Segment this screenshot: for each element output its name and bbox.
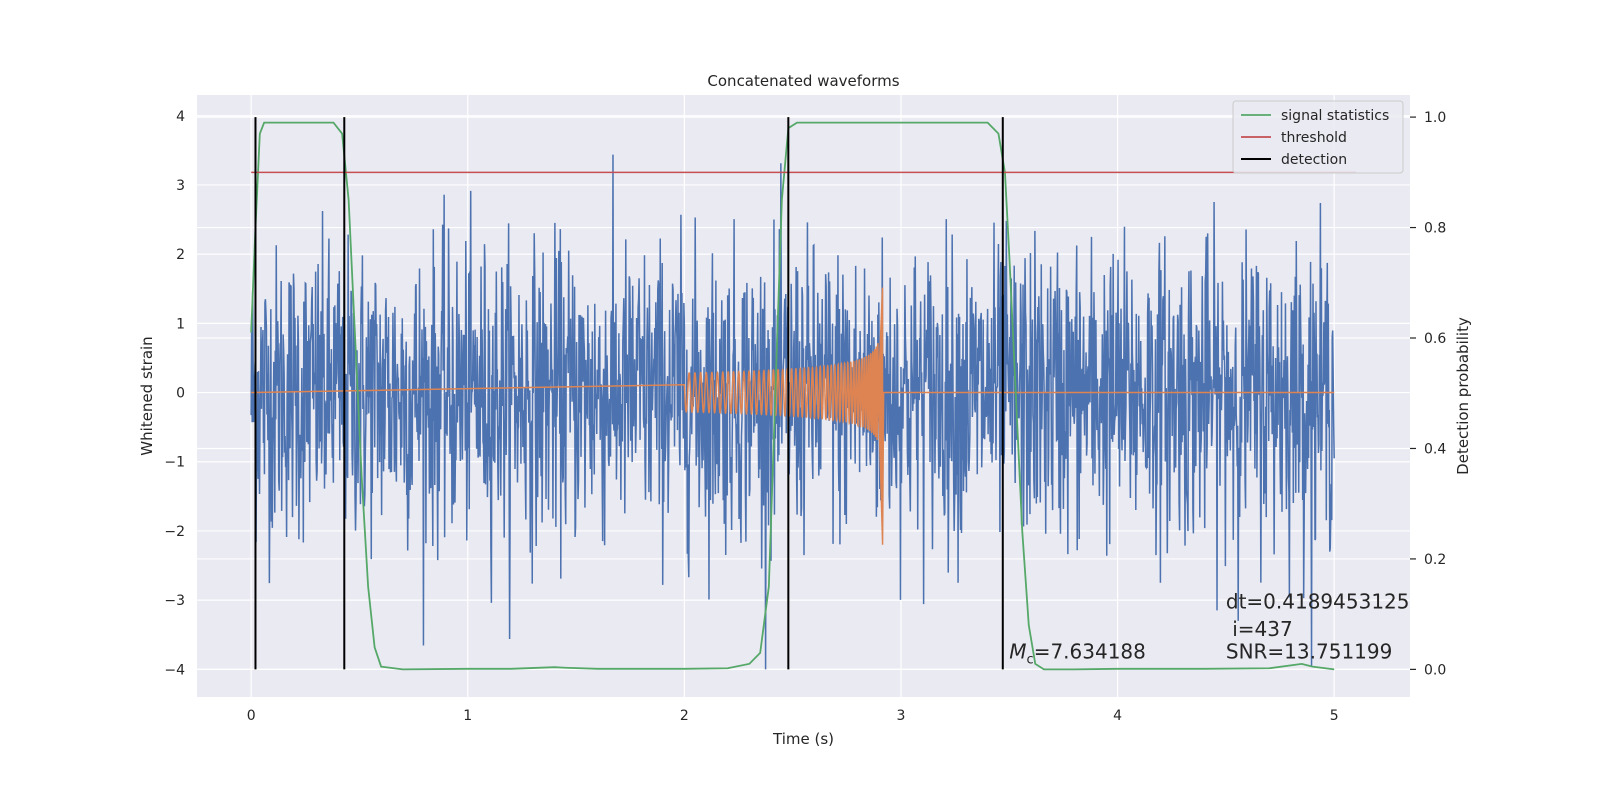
left-axis-label: Whitened strain — [138, 336, 156, 455]
x-tick-label: 5 — [1330, 708, 1339, 724]
chart-title: Concatenated waveforms — [707, 72, 899, 90]
left-tick-label: 3 — [176, 178, 185, 194]
legend: signal statistics threshold detection — [1232, 100, 1404, 174]
annotation-mc-symbol: M — [1009, 639, 1026, 663]
left-tick-label: 0 — [176, 386, 185, 402]
left-tick-label: −4 — [164, 662, 185, 678]
signal-statistics-line — [250, 121, 1335, 671]
annotation-mc-value: =7.634188 — [1034, 639, 1146, 663]
right-axis-label: Detection probability — [1454, 317, 1472, 475]
x-axis-label: Time (s) — [772, 730, 834, 748]
annotation-index: i=437 — [1226, 617, 1293, 641]
x-tick-label: 4 — [1113, 708, 1122, 724]
annotations: Mc=7.634188 dt=0.4189453125 i=437 SNR=13… — [1009, 590, 1409, 668]
x-tick-label: 2 — [680, 708, 689, 724]
annotation-dt: dt=0.4189453125 — [1226, 590, 1410, 614]
right-tick-label: 0.6 — [1424, 331, 1446, 347]
left-tick-label: 1 — [176, 316, 185, 332]
left-tick-label: −3 — [164, 593, 185, 609]
right-tick-label: 0.8 — [1424, 221, 1446, 237]
plot-area — [250, 117, 1356, 671]
legend-label-signal-statistics: signal statistics — [1281, 108, 1389, 124]
chirp-waveform-series — [251, 287, 1335, 545]
x-tick-label: 3 — [897, 708, 906, 724]
left-tick-label: −1 — [164, 455, 185, 471]
left-tick-label: 2 — [176, 247, 185, 263]
legend-box — [1232, 100, 1404, 174]
right-tick-label: 0.0 — [1424, 662, 1446, 678]
left-tick-label: −2 — [164, 524, 185, 540]
x-tick-label: 1 — [463, 708, 472, 724]
annotation-snr: SNR=13.751199 — [1226, 639, 1392, 663]
x-axis-ticks: 0 1 2 3 4 5 — [247, 708, 1339, 724]
x-tick-label: 0 — [247, 708, 256, 724]
left-axis-ticks: −4 −3 −2 −1 0 1 2 3 4 — [164, 109, 185, 679]
right-axis-series — [250, 117, 1356, 671]
annotation-mc-subscript: c — [1027, 652, 1034, 667]
right-axis-ticks: 0.0 0.2 0.4 0.6 0.8 1.0 — [1410, 110, 1446, 678]
legend-label-threshold: threshold — [1281, 130, 1347, 146]
right-tick-label: 0.4 — [1424, 441, 1446, 457]
legend-label-detection: detection — [1281, 152, 1347, 168]
left-tick-label: 4 — [176, 109, 185, 125]
annotation-chirp-mass: Mc=7.634188 — [1009, 639, 1146, 667]
left-axis-series — [250, 154, 1335, 670]
right-tick-label: 1.0 — [1424, 110, 1446, 126]
right-tick-label: 0.2 — [1424, 552, 1446, 568]
